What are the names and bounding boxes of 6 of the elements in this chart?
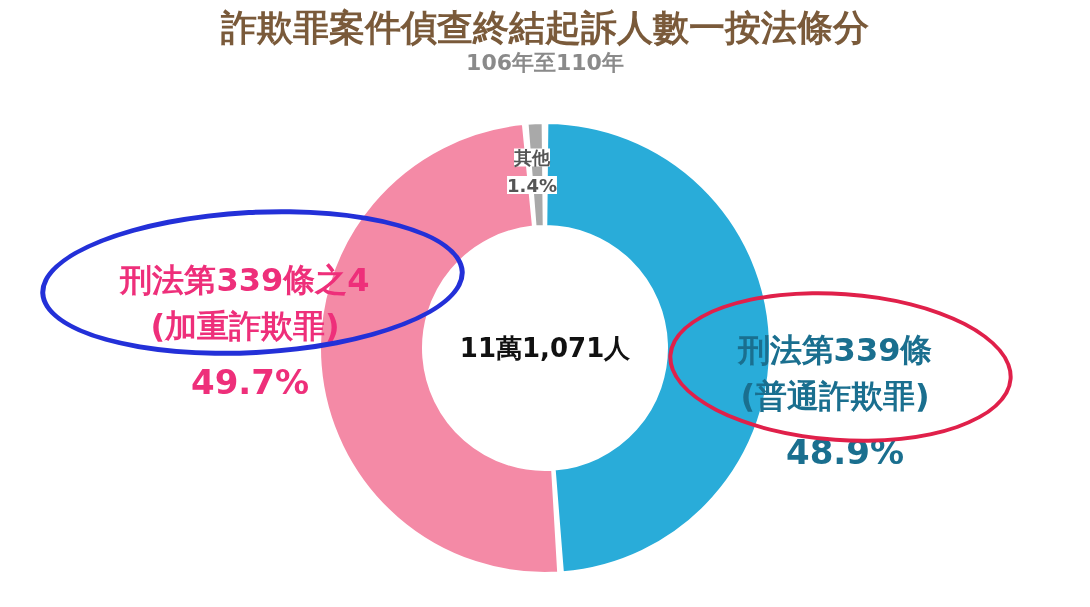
chart-title: 詐欺罪案件偵查終結起訴人數一按法條分 xyxy=(220,6,869,48)
data-label: 1.4% xyxy=(507,174,557,196)
text: 11萬1,071人 xyxy=(459,333,632,363)
slice-label: 其他 xyxy=(513,147,551,169)
data-label: 49.7% xyxy=(191,362,309,403)
chart-subtitle: 106年至110年 xyxy=(466,49,624,75)
